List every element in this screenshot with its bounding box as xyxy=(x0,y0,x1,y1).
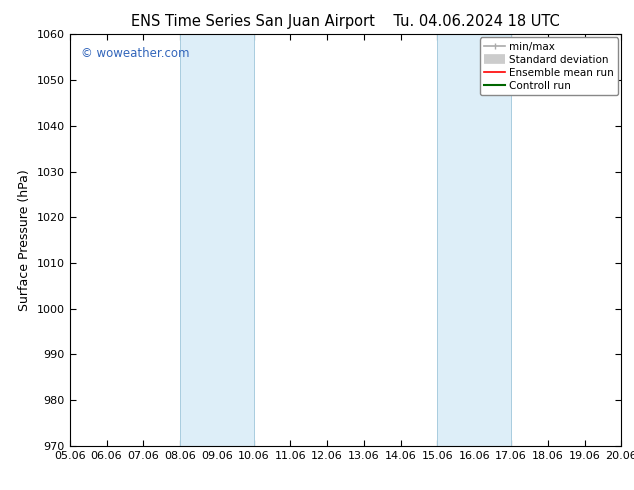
Y-axis label: Surface Pressure (hPa): Surface Pressure (hPa) xyxy=(18,169,31,311)
Text: © woweather.com: © woweather.com xyxy=(81,47,190,60)
Bar xyxy=(437,34,511,446)
Title: ENS Time Series San Juan Airport    Tu. 04.06.2024 18 UTC: ENS Time Series San Juan Airport Tu. 04.… xyxy=(131,14,560,29)
Legend: min/max, Standard deviation, Ensemble mean run, Controll run: min/max, Standard deviation, Ensemble me… xyxy=(480,37,618,95)
Bar xyxy=(180,34,254,446)
